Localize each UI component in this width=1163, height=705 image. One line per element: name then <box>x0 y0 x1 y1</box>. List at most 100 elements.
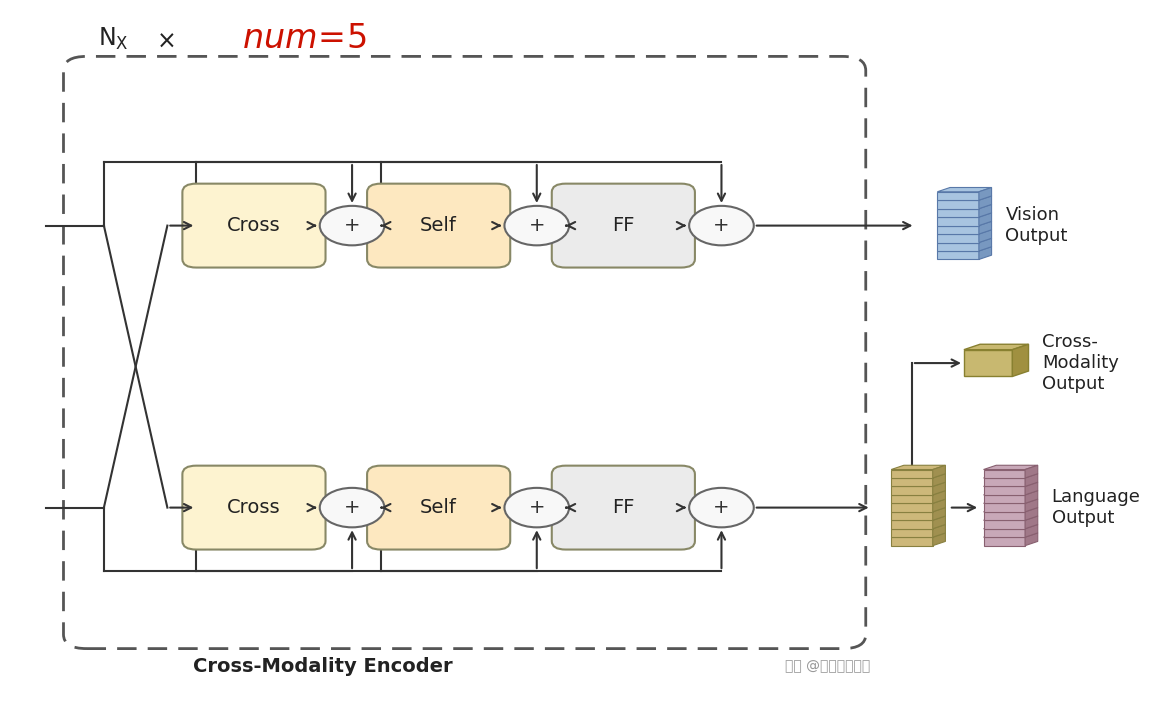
Polygon shape <box>984 533 1037 537</box>
Circle shape <box>320 488 385 527</box>
Polygon shape <box>984 474 1037 478</box>
Polygon shape <box>1025 499 1037 512</box>
Polygon shape <box>937 204 992 209</box>
Polygon shape <box>937 188 992 192</box>
Polygon shape <box>933 525 946 537</box>
Polygon shape <box>891 486 933 495</box>
Polygon shape <box>979 188 992 200</box>
FancyBboxPatch shape <box>551 465 695 550</box>
Polygon shape <box>891 537 933 546</box>
Polygon shape <box>984 503 1025 512</box>
Polygon shape <box>979 230 992 243</box>
Polygon shape <box>984 495 1025 503</box>
Polygon shape <box>937 213 992 217</box>
Polygon shape <box>891 478 933 486</box>
Text: +: + <box>344 216 361 235</box>
Polygon shape <box>933 508 946 520</box>
Circle shape <box>690 206 754 245</box>
Polygon shape <box>933 516 946 529</box>
Polygon shape <box>933 499 946 512</box>
Polygon shape <box>964 350 1012 376</box>
Polygon shape <box>979 247 992 259</box>
Polygon shape <box>1025 491 1037 503</box>
Polygon shape <box>1012 344 1028 376</box>
Polygon shape <box>937 238 992 243</box>
Polygon shape <box>1025 525 1037 537</box>
Polygon shape <box>933 491 946 503</box>
Polygon shape <box>937 251 979 259</box>
Polygon shape <box>1025 533 1037 546</box>
Text: Vision
Output: Vision Output <box>1006 206 1068 245</box>
Polygon shape <box>1025 465 1037 478</box>
FancyBboxPatch shape <box>183 183 326 267</box>
Polygon shape <box>891 508 946 512</box>
Text: $\times$: $\times$ <box>156 29 174 53</box>
Polygon shape <box>891 529 933 537</box>
Polygon shape <box>937 221 992 226</box>
Polygon shape <box>979 196 992 209</box>
Circle shape <box>690 488 754 527</box>
Polygon shape <box>984 525 1037 529</box>
Polygon shape <box>891 482 946 486</box>
Polygon shape <box>891 465 946 470</box>
Polygon shape <box>984 491 1037 495</box>
Polygon shape <box>933 482 946 495</box>
Text: +: + <box>713 216 729 235</box>
Text: +: + <box>344 498 361 517</box>
Text: +: + <box>713 498 729 517</box>
Polygon shape <box>984 478 1025 486</box>
Polygon shape <box>984 499 1037 503</box>
Polygon shape <box>937 230 992 234</box>
Polygon shape <box>979 221 992 234</box>
Polygon shape <box>984 470 1025 478</box>
Polygon shape <box>1025 508 1037 520</box>
FancyBboxPatch shape <box>183 465 326 550</box>
Text: Self: Self <box>420 216 457 235</box>
Polygon shape <box>979 204 992 217</box>
Text: Language
Output: Language Output <box>1051 488 1141 527</box>
Text: Cross: Cross <box>227 498 280 517</box>
Polygon shape <box>891 512 933 520</box>
Polygon shape <box>891 516 946 520</box>
Polygon shape <box>891 533 946 537</box>
Polygon shape <box>1025 516 1037 529</box>
Polygon shape <box>984 508 1037 512</box>
FancyBboxPatch shape <box>551 183 695 267</box>
Polygon shape <box>891 499 946 503</box>
Polygon shape <box>979 213 992 226</box>
Polygon shape <box>984 529 1025 537</box>
Text: Cross: Cross <box>227 216 280 235</box>
Polygon shape <box>937 209 979 217</box>
Text: FF: FF <box>612 498 635 517</box>
Text: $\mathrm{N_X}$: $\mathrm{N_X}$ <box>98 25 129 52</box>
Polygon shape <box>984 512 1025 520</box>
Polygon shape <box>933 474 946 486</box>
Polygon shape <box>937 217 979 226</box>
Polygon shape <box>937 192 979 200</box>
Polygon shape <box>984 486 1025 495</box>
Polygon shape <box>984 537 1025 546</box>
Text: Self: Self <box>420 498 457 517</box>
Polygon shape <box>891 525 946 529</box>
Circle shape <box>505 206 569 245</box>
Polygon shape <box>984 520 1025 529</box>
Text: Cross-
Modality
Output: Cross- Modality Output <box>1042 333 1119 393</box>
Polygon shape <box>937 243 979 251</box>
Polygon shape <box>937 234 979 243</box>
Polygon shape <box>891 474 946 478</box>
Polygon shape <box>891 495 933 503</box>
Text: $num\!=\!5$: $num\!=\!5$ <box>242 23 368 55</box>
Text: +: + <box>528 216 545 235</box>
Text: +: + <box>528 498 545 517</box>
Polygon shape <box>1025 482 1037 495</box>
Polygon shape <box>891 520 933 529</box>
Polygon shape <box>984 516 1037 520</box>
Polygon shape <box>891 470 933 478</box>
FancyBboxPatch shape <box>368 183 511 267</box>
Circle shape <box>505 488 569 527</box>
Polygon shape <box>984 482 1037 486</box>
Polygon shape <box>933 533 946 546</box>
Polygon shape <box>937 200 979 209</box>
Text: 知乎 @我借来的小号: 知乎 @我借来的小号 <box>785 659 870 673</box>
FancyBboxPatch shape <box>368 465 511 550</box>
